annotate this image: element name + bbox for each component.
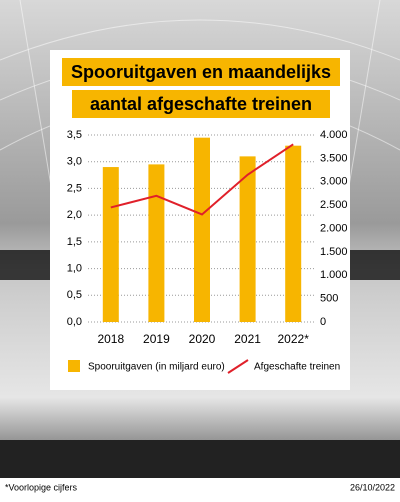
title-box (62, 58, 340, 86)
y2-tick-label: 1.000 (320, 269, 348, 281)
x-tick-label: 2021 (234, 332, 261, 346)
line (110, 143, 294, 216)
y2-tick-label: 1.500 (320, 246, 348, 258)
x-tick-label: 2019 (143, 332, 170, 346)
footer-strip (0, 478, 400, 497)
bar (102, 167, 119, 322)
legend-label: Spooruitgaven (in miljard euro) (88, 362, 225, 373)
chart-title: aantal afgeschafte treinen (90, 94, 312, 114)
bar (285, 145, 302, 322)
y2-tick-label: 500 (320, 293, 338, 305)
legend-swatch (68, 360, 80, 372)
y-tick-label: 2,5 (67, 182, 82, 194)
y2-tick-label: 3.000 (320, 176, 348, 188)
y2-tick-label: 2.000 (320, 222, 348, 234)
y-tick-label: 0,5 (67, 289, 82, 301)
y-tick-label: 0,0 (67, 316, 82, 328)
bar (239, 156, 256, 322)
y-tick-label: 3,5 (67, 129, 82, 141)
background-band (0, 440, 400, 480)
y-tick-label: 1,5 (67, 236, 82, 248)
bar (148, 164, 165, 322)
y2-tick-label: 2.500 (320, 199, 348, 211)
x-tick-label: 2018 (97, 332, 124, 346)
x-tick-label: 2022* (278, 332, 310, 346)
title-box (72, 90, 330, 118)
chart-title: Spooruitgaven en maandelijks (71, 62, 331, 82)
y-tick-label: 2,0 (67, 209, 82, 221)
y-tick-label: 1,0 (67, 262, 82, 274)
legend-label: Afgeschafte treinen (254, 362, 340, 373)
y2-tick-label: 3.500 (320, 152, 348, 164)
legend-swatch (227, 359, 249, 374)
y2-tick-label: 0 (320, 316, 326, 328)
bar (194, 137, 210, 322)
date: 26/10/2022 (350, 482, 395, 492)
x-tick-label: 2020 (189, 332, 216, 346)
y2-tick-label: 4.000 (320, 129, 348, 141)
footnote: *Voorlopige cijfers (5, 482, 78, 492)
y-tick-label: 3,0 (67, 156, 82, 168)
